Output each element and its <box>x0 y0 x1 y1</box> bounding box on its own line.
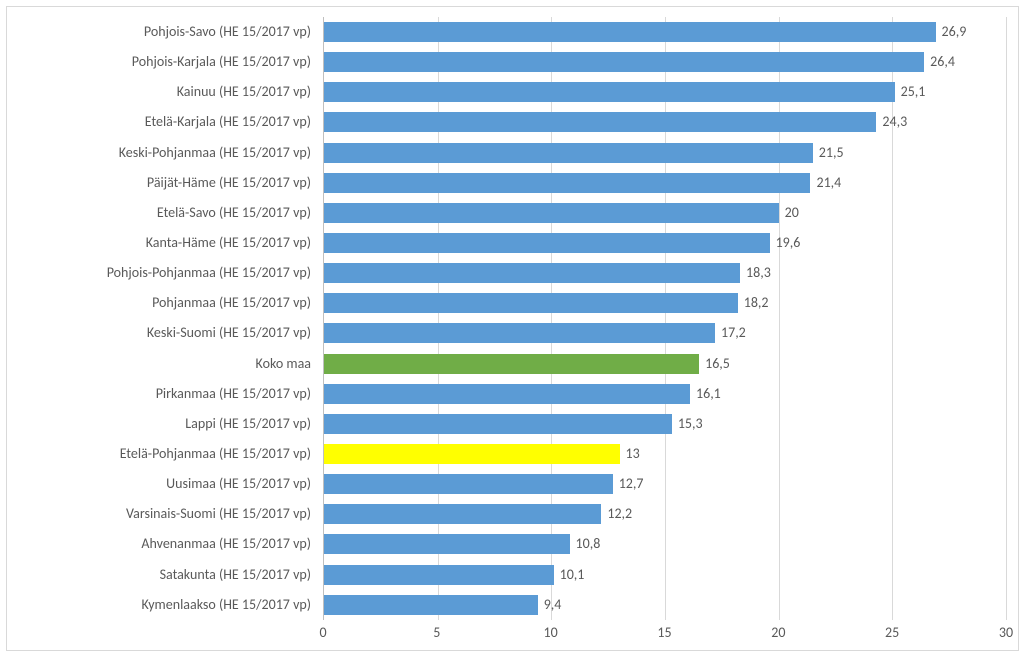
bar-row: 18,2 <box>324 293 1006 313</box>
bar <box>324 293 738 313</box>
bar-row: 26,9 <box>324 22 1006 42</box>
bar-row: 10,1 <box>324 565 1006 585</box>
x-tick-label: 20 <box>771 624 785 641</box>
category-label: Pohjois-Savo (HE 15/2017 vp) <box>7 22 317 42</box>
category-label: Etelä-Karjala (HE 15/2017 vp) <box>7 112 317 132</box>
bar <box>324 173 810 193</box>
bar-row: 12,7 <box>324 474 1006 494</box>
x-tick-label: 15 <box>657 624 671 641</box>
value-label: 18,2 <box>738 293 769 313</box>
category-label: Keski-Suomi (HE 15/2017 vp) <box>7 323 317 343</box>
bar <box>324 52 924 72</box>
x-tick-label: 25 <box>885 624 899 641</box>
category-label: Etelä-Savo (HE 15/2017 vp) <box>7 203 317 223</box>
bar <box>324 504 601 524</box>
y-axis-labels: Pohjois-Savo (HE 15/2017 vp) Pohjois-Karj… <box>7 17 317 620</box>
value-label: 25,1 <box>895 82 926 102</box>
bar <box>324 595 538 615</box>
value-label: 18,3 <box>740 263 771 283</box>
value-label: 16,5 <box>699 354 730 374</box>
value-label: 15,3 <box>672 414 703 434</box>
bar <box>324 233 770 253</box>
category-label: Koko maa <box>7 354 317 374</box>
bar <box>324 82 895 102</box>
x-tick-label: 10 <box>544 624 558 641</box>
value-label: 12,2 <box>601 504 632 524</box>
bar-row: 20 <box>324 203 1006 223</box>
category-label: Etelä-Pohjanmaa (HE 15/2017 vp) <box>7 444 317 464</box>
bar <box>324 263 740 283</box>
category-label: Uusimaa (HE 15/2017 vp) <box>7 474 317 494</box>
bar-row: 13 <box>324 444 1006 464</box>
bar-row: 15,3 <box>324 414 1006 434</box>
bar-row: 16,5 <box>324 354 1006 374</box>
category-label: Päijät-Häme (HE 15/2017 vp) <box>7 173 317 193</box>
chart-container: Pohjois-Savo (HE 15/2017 vp) Pohjois-Karj… <box>6 6 1019 651</box>
bar-row: 19,6 <box>324 233 1006 253</box>
category-label: Kanta-Häme (HE 15/2017 vp) <box>7 233 317 253</box>
bar-row: 17,2 <box>324 323 1006 343</box>
value-label: 21,5 <box>813 143 844 163</box>
category-label: Pohjois-Pohjanmaa (HE 15/2017 vp) <box>7 263 317 283</box>
value-label: 26,4 <box>924 52 955 72</box>
bar-row: 21,5 <box>324 143 1006 163</box>
bar-row: 10,8 <box>324 534 1006 554</box>
x-axis: 051015202530 <box>323 624 1006 646</box>
value-label: 12,7 <box>613 474 644 494</box>
category-label: Kainuu (HE 15/2017 vp) <box>7 82 317 102</box>
value-label: 26,9 <box>936 22 967 42</box>
bar <box>324 22 936 42</box>
category-label: Lappi (HE 15/2017 vp) <box>7 414 317 434</box>
bar-row: 26,4 <box>324 52 1006 72</box>
category-label: Pirkanmaa (HE 15/2017 vp) <box>7 384 317 404</box>
category-label: Keski-Pohjanmaa (HE 15/2017 vp) <box>7 143 317 163</box>
value-label: 16,1 <box>690 384 721 404</box>
bar <box>324 203 779 223</box>
bar <box>324 354 699 374</box>
bar-row: 25,1 <box>324 82 1006 102</box>
category-label: Varsinais-Suomi (HE 15/2017 vp) <box>7 504 317 524</box>
value-label: 9,4 <box>538 595 562 615</box>
gridline <box>1006 17 1007 620</box>
bar <box>324 565 554 585</box>
bar-row: 12,2 <box>324 504 1006 524</box>
x-tick-label: 30 <box>999 624 1013 641</box>
value-label: 19,6 <box>770 233 801 253</box>
value-label: 10,1 <box>554 565 585 585</box>
bar-row: 9,4 <box>324 595 1006 615</box>
value-label: 10,8 <box>570 534 601 554</box>
bar <box>324 112 876 132</box>
value-label: 13 <box>620 444 640 464</box>
plot-area: 26,9 26,4 25,1 24,3 21,5 21,4 20 19,6 18,3 18,2 17… <box>323 17 1006 620</box>
category-label: Satakunta (HE 15/2017 vp) <box>7 565 317 585</box>
value-label: 24,3 <box>876 112 907 132</box>
category-label: Pohjanmaa (HE 15/2017 vp) <box>7 293 317 313</box>
bar-row: 16,1 <box>324 384 1006 404</box>
bar <box>324 534 570 554</box>
bar <box>324 444 620 464</box>
bar <box>324 474 613 494</box>
value-label: 21,4 <box>810 173 841 193</box>
category-label: Kymenlaakso (HE 15/2017 vp) <box>7 595 317 615</box>
category-label: Ahvenanmaa (HE 15/2017 vp) <box>7 534 317 554</box>
bar <box>324 414 672 434</box>
bar <box>324 143 813 163</box>
bars-container: 26,9 26,4 25,1 24,3 21,5 21,4 20 19,6 18,3 18,2 17… <box>324 17 1006 620</box>
bar-row: 21,4 <box>324 173 1006 193</box>
x-tick-label: 5 <box>433 624 440 641</box>
bar-row: 24,3 <box>324 112 1006 132</box>
bar-row: 18,3 <box>324 263 1006 283</box>
category-label: Pohjois-Karjala (HE 15/2017 vp) <box>7 52 317 72</box>
bar <box>324 323 715 343</box>
bar <box>324 384 690 404</box>
x-tick-label: 0 <box>319 624 326 641</box>
value-label: 20 <box>779 203 799 223</box>
value-label: 17,2 <box>715 323 746 343</box>
